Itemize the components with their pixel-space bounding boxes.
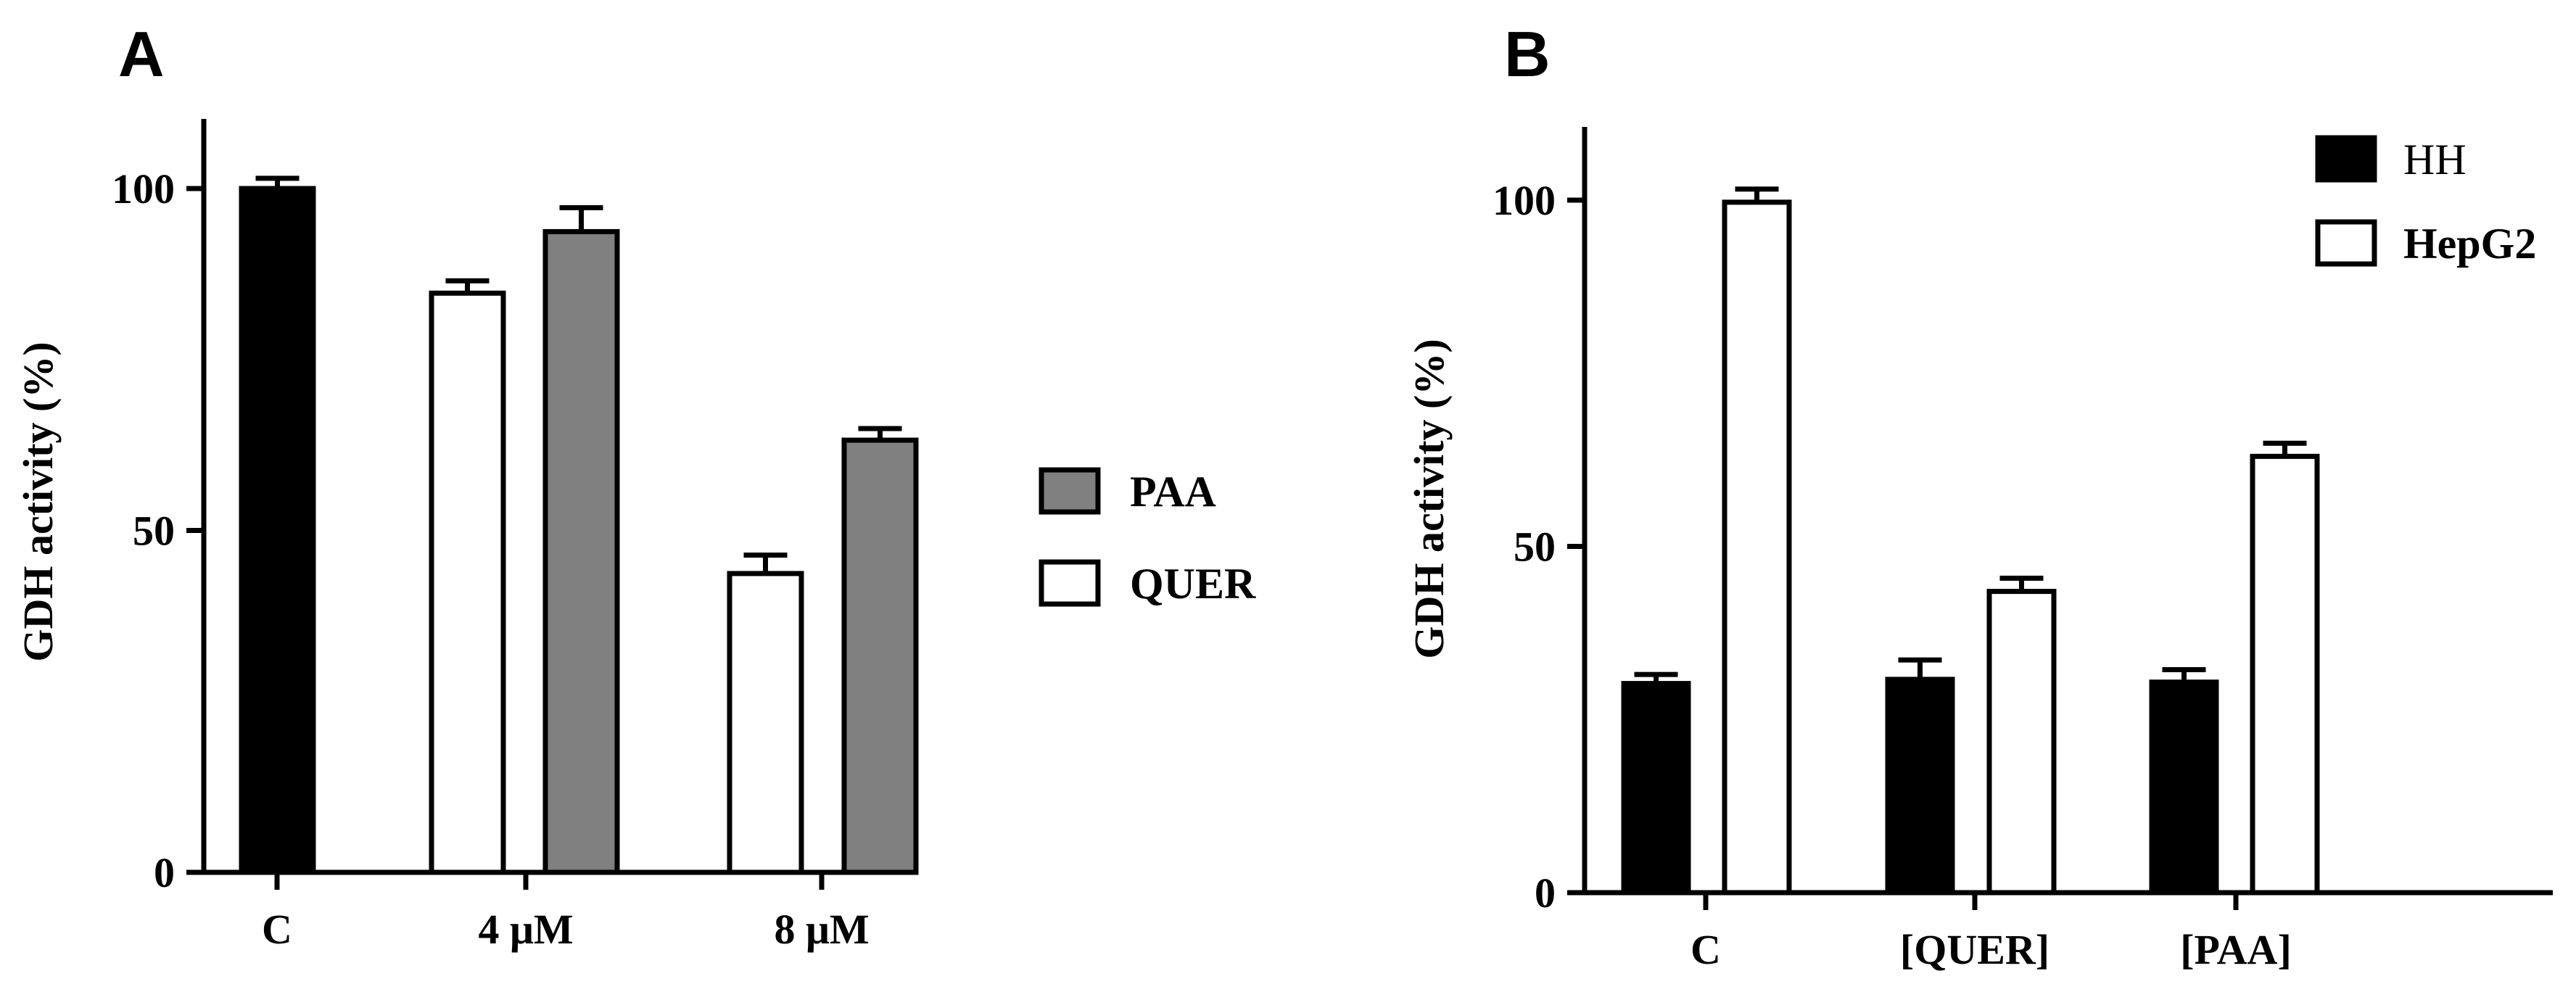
bar-hh — [1621, 681, 1691, 896]
y-tick-label: 50 — [133, 508, 175, 555]
panel-b-y-axis-label: GDH activity (%) — [1405, 339, 1453, 658]
legend-swatch — [2315, 135, 2377, 183]
x-tick-label: 8 μM — [774, 906, 869, 953]
x-tick-label: [QUER] — [1900, 926, 2049, 973]
bar-control — [239, 186, 316, 875]
bar-paa — [841, 437, 919, 875]
panel-a-y-axis-label: GDH activity (%) — [15, 342, 62, 661]
x-tick-label: 4 μM — [478, 906, 573, 953]
legend-label: QUER — [1130, 560, 1256, 608]
legend-label: HH — [2403, 136, 2466, 183]
x-tick-label: [PAA] — [2180, 926, 2292, 973]
legend-swatch — [1039, 559, 1101, 607]
x-tick-label: C — [262, 906, 292, 953]
y-tick-label: 50 — [1514, 524, 1556, 571]
legend-swatch — [1039, 467, 1101, 515]
panel-a-bars — [239, 175, 919, 875]
panel-a: A GDH activity (%) 0 50 100 C 4 μM 8 μM PAA QU… — [15, 18, 1256, 953]
panel-b-legend: HH HepG2 — [2315, 135, 2536, 268]
y-tick-label: 100 — [112, 165, 175, 212]
panel-b: B GDH activity (%) 0 50 100 C [QUER] [PAA] HH… — [1405, 18, 2553, 973]
bar-hepg2 — [1722, 199, 1792, 896]
panel-a-label: A — [118, 18, 165, 90]
y-tick-label: 0 — [1535, 869, 1556, 917]
y-tick-label: 0 — [154, 849, 175, 896]
bar-quer — [727, 571, 804, 875]
y-tick-label: 100 — [1493, 177, 1556, 224]
panel-b-tick-labels: 0 50 100 C [QUER] [PAA] — [1493, 177, 2292, 973]
x-tick-label: C — [1690, 926, 1721, 973]
panel-b-label: B — [1504, 18, 1551, 90]
bar-hh — [1885, 677, 1955, 896]
panel-a-tick-labels: 0 50 100 C 4 μM 8 μM — [112, 165, 870, 953]
panel-b-bars — [1621, 186, 2320, 896]
bar-hh — [2149, 679, 2219, 896]
legend-label: PAA — [1130, 468, 1216, 516]
bar-hepg2 — [1986, 589, 2057, 896]
bar-quer — [429, 290, 506, 875]
legend-label: HepG2 — [2403, 220, 2536, 268]
panel-a-legend: PAA QUER — [1039, 467, 1256, 608]
legend-swatch — [2315, 219, 2377, 267]
bar-paa — [542, 228, 620, 875]
bar-hepg2 — [2250, 453, 2320, 896]
